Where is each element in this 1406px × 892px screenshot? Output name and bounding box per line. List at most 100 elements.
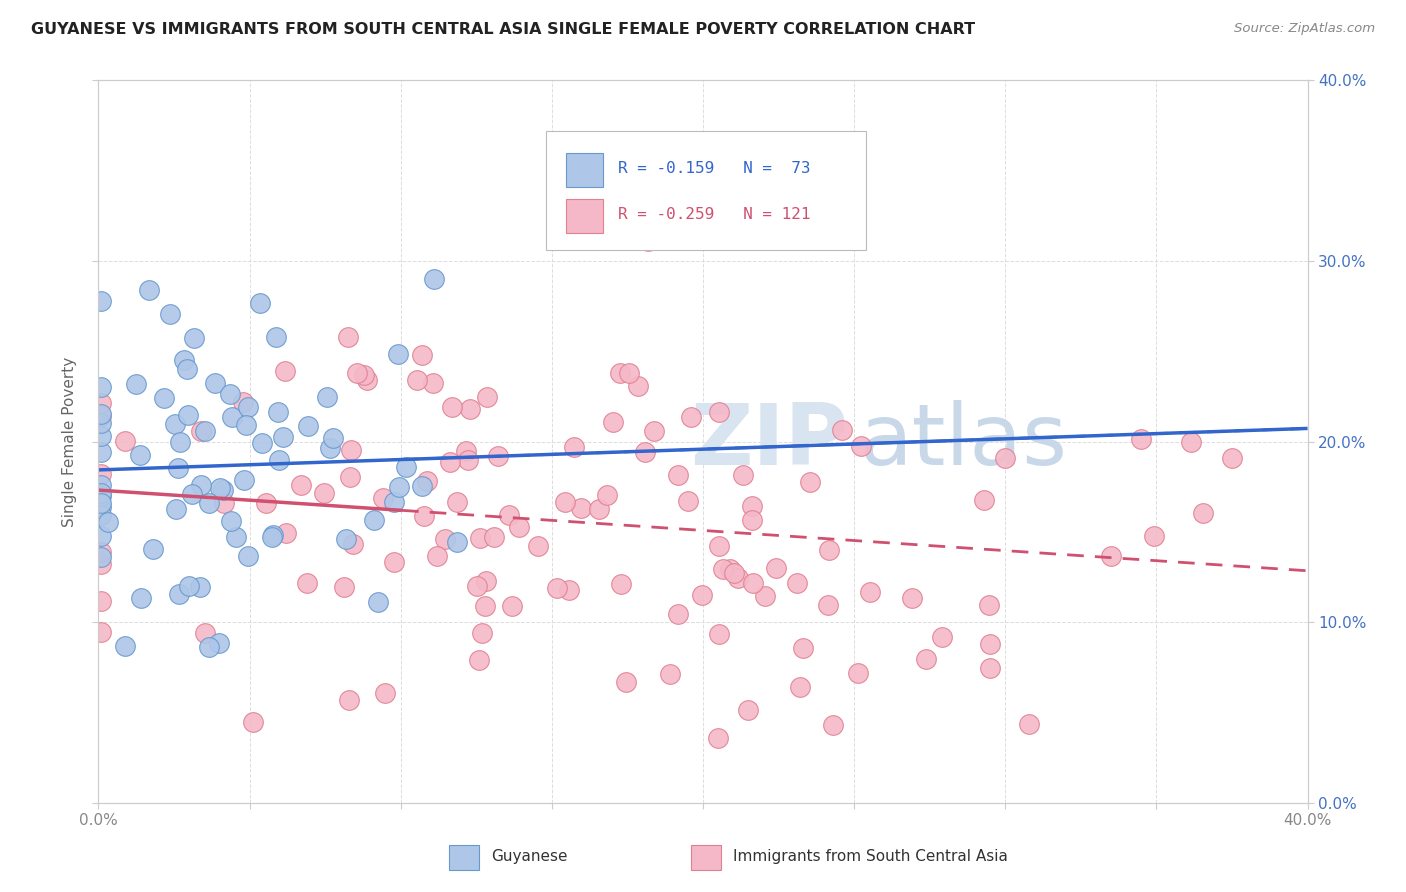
Point: [1018, 717, 1040, 731]
Point: [474, 599, 496, 613]
Point: [446, 495, 468, 509]
Point: [176, 362, 198, 376]
Point: [225, 530, 247, 544]
Point: [179, 579, 201, 593]
Bar: [567, 153, 603, 187]
Point: [339, 469, 361, 483]
Point: [411, 479, 433, 493]
Point: [388, 480, 411, 494]
Bar: [690, 845, 721, 870]
Point: [562, 440, 585, 454]
Point: [501, 599, 523, 614]
Point: [707, 731, 730, 745]
Point: [90, 496, 112, 510]
Point: [290, 477, 312, 491]
Point: [609, 366, 631, 380]
Point: [817, 598, 839, 612]
Point: [90, 508, 112, 522]
Point: [527, 539, 550, 553]
Point: [295, 576, 318, 591]
Point: [382, 495, 405, 509]
Point: [676, 494, 699, 508]
Point: [468, 653, 491, 667]
Point: [90, 408, 112, 422]
Point: [264, 330, 287, 344]
Point: [173, 352, 195, 367]
Point: [707, 405, 730, 419]
Point: [1143, 529, 1166, 543]
Point: [818, 542, 841, 557]
Point: [508, 520, 530, 534]
Point: [336, 330, 359, 344]
Point: [316, 390, 339, 404]
Point: [90, 545, 112, 559]
Point: [198, 496, 221, 510]
Point: [405, 373, 427, 387]
Point: [666, 467, 689, 482]
Point: [731, 467, 754, 482]
Point: [846, 665, 869, 680]
Point: [90, 445, 112, 459]
Point: [211, 483, 233, 497]
Point: [690, 588, 713, 602]
Point: [707, 539, 730, 553]
Point: [335, 532, 357, 546]
Point: [465, 579, 488, 593]
Point: [614, 674, 637, 689]
Point: [679, 410, 702, 425]
Point: [737, 703, 759, 717]
Point: [125, 377, 148, 392]
Point: [557, 583, 579, 598]
Point: [319, 442, 342, 456]
Point: [422, 376, 444, 391]
Point: [190, 478, 212, 492]
Point: [363, 513, 385, 527]
Point: [128, 448, 150, 462]
Point: [238, 400, 260, 414]
Point: [232, 395, 254, 409]
Point: [554, 495, 576, 509]
Point: [387, 347, 409, 361]
Point: [423, 272, 446, 286]
Text: R = -0.259   N = 121: R = -0.259 N = 121: [619, 207, 811, 222]
Point: [979, 661, 1001, 675]
Point: [340, 443, 363, 458]
Point: [138, 283, 160, 297]
Point: [979, 637, 1001, 651]
Point: [637, 234, 659, 248]
Point: [602, 415, 624, 429]
Point: [208, 636, 231, 650]
Text: atlas: atlas: [860, 400, 1069, 483]
Bar: [449, 845, 479, 870]
Point: [546, 581, 568, 595]
Point: [634, 444, 657, 458]
Point: [994, 450, 1017, 465]
Point: [90, 489, 112, 503]
Point: [90, 500, 112, 514]
Point: [312, 485, 335, 500]
Point: [395, 460, 418, 475]
Bar: [567, 199, 603, 234]
Point: [273, 363, 295, 377]
Point: [382, 556, 405, 570]
Point: [831, 423, 853, 437]
Point: [267, 405, 290, 419]
Point: [666, 607, 689, 622]
Point: [727, 571, 749, 585]
FancyBboxPatch shape: [546, 131, 866, 250]
Point: [426, 549, 449, 563]
Point: [803, 136, 825, 150]
Point: [765, 561, 787, 575]
Point: [1130, 432, 1153, 446]
Point: [90, 486, 112, 500]
Point: [1192, 506, 1215, 520]
Point: [219, 386, 242, 401]
Point: [233, 473, 256, 487]
Point: [609, 576, 631, 591]
Point: [212, 496, 235, 510]
Point: [219, 514, 242, 528]
Point: [458, 401, 481, 416]
Point: [153, 391, 176, 405]
Point: [90, 416, 112, 430]
Point: [194, 424, 217, 438]
